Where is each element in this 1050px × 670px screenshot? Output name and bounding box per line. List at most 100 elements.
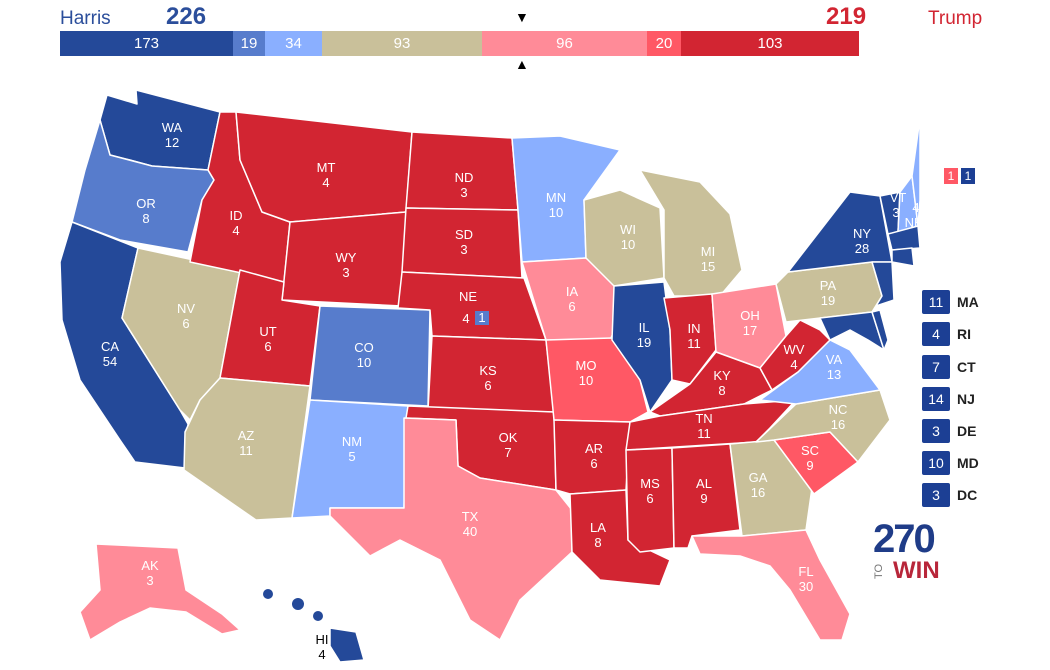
us-electoral-map: WA 12 OR 8 CA 54 NV 6 ID 4 MT 4 WY 3 UT … [59,89,920,663]
label-wy-ev: 3 [342,265,349,280]
state-wv[interactable] [759,319,831,391]
label-ga-abbr: GA [749,470,768,485]
label-ar-ev: 6 [590,456,597,471]
hawaii-island[interactable] [313,611,323,621]
label-wi-ev: 10 [621,237,635,252]
label-nc-ev: 16 [831,417,845,432]
label-or-abbr: OR [136,196,156,211]
state-ms[interactable] [625,447,675,553]
logo-to: TO [873,563,885,579]
state-az[interactable] [183,377,311,521]
ne-ev-box: 3 [922,483,950,507]
label-ne-ev: 4 [462,311,469,326]
label-id-ev: 4 [232,223,239,238]
label-tn-abbr: TN [695,411,712,426]
270-marker-bottom-icon: ▲ [515,56,529,72]
state-hi[interactable] [329,627,365,663]
ne-ev-box: 14 [922,387,950,411]
ne-row-nj[interactable]: 14 NJ [922,387,975,411]
bar-safe-dem[interactable]: 173 [60,31,233,56]
ne-abbr: MD [957,455,979,471]
label-in-abbr: IN [688,321,701,336]
ne-row-dc[interactable]: 3 DC [922,483,977,507]
state-nj[interactable] [871,261,895,307]
label-wi-abbr: WI [620,222,636,237]
ne-row-ri[interactable]: 4 RI [922,322,971,346]
label-mo-abbr: MO [576,358,597,373]
label-ms-ev: 6 [646,491,653,506]
label-nv-ev: 6 [182,316,189,331]
label-oh-ev: 17 [743,323,757,338]
electoral-vote-bar: 173 19 34 93 96 20 103 [60,31,986,56]
trump-ev-total: 219 [826,3,867,30]
label-or-ev: 8 [142,211,149,226]
label-wv-ev: 4 [790,357,797,372]
label-ny-ev: 28 [855,241,869,256]
label-hi-abbr: HI [316,632,329,647]
label-ga-ev: 16 [751,485,765,500]
me-district-box-2[interactable]: 1 [961,168,975,184]
bar-lean-dem[interactable]: 34 [265,31,322,56]
270-marker-top-icon: ▼ [515,9,529,25]
270towin-logo[interactable]: 270 TO WIN [873,517,943,584]
ne-district-box[interactable] [475,311,489,325]
label-ut-abbr: UT [259,324,276,339]
label-fl-abbr: FL [798,564,813,579]
harris-ev-total: 226 [166,3,207,30]
logo-win: WIN [893,557,940,584]
bar-likely-dem[interactable]: 19 [233,31,265,56]
label-ks-abbr: KS [479,363,497,378]
ne-row-ma[interactable]: 11 MA [922,290,979,314]
label-tn-ev: 11 [697,426,711,441]
label-la-ev: 8 [594,535,601,550]
state-fl[interactable] [691,529,851,641]
label-in-ev: 11 [687,336,701,351]
ne-ev-box: 4 [922,322,950,346]
label-wa-ev: 12 [165,135,179,150]
me-district-box-1[interactable]: 1 [944,168,958,184]
state-ny[interactable] [787,191,893,273]
state-de[interactable] [871,309,889,351]
label-ne-abbr: NE [459,289,477,304]
label-az-ev: 11 [239,443,253,458]
label-tx-abbr: TX [462,509,479,524]
ne-abbr: NJ [957,391,975,407]
state-ct[interactable] [891,247,915,267]
label-oh-abbr: OH [740,308,760,323]
label-wa-abbr: WA [162,120,183,135]
state-ma[interactable] [887,225,920,251]
label-ut-ev: 6 [264,339,271,354]
label-nm-ev: 5 [348,449,355,464]
hawaii-island[interactable] [263,589,273,599]
ne-row-md[interactable]: 10 MD [922,451,979,475]
label-vt-abbr: VT [890,190,907,205]
state-ak[interactable] [79,543,241,641]
label-sc-ev: 9 [806,458,813,473]
ne-row-de[interactable]: 3 DE [922,419,976,443]
label-mi-ev: 15 [701,259,715,274]
label-ks-ev: 6 [484,378,491,393]
bar-safe-rep[interactable]: 103 [681,31,859,56]
label-co-abbr: CO [354,340,374,355]
label-nh-ev: 4 [912,200,919,215]
label-nm-abbr: NM [342,434,362,449]
label-ok-abbr: OK [499,430,518,445]
bar-likely-rep[interactable]: 20 [647,31,681,56]
label-mn-abbr: MN [546,190,566,205]
state-tx[interactable] [329,417,573,641]
label-mt-abbr: MT [317,160,336,175]
bar-lean-rep[interactable]: 96 [482,31,647,56]
hawaii-island[interactable] [292,598,304,610]
label-ak-ev: 3 [146,573,153,588]
harris-name: Harris [60,8,111,29]
label-ms-abbr: MS [640,476,660,491]
bar-tossup[interactable]: 93 [322,31,482,56]
ne-abbr: DE [957,423,977,439]
label-pa-abbr: PA [820,278,837,293]
label-mn-ev: 10 [549,205,563,220]
state-il[interactable] [611,281,673,413]
ne-row-ct[interactable]: 7 CT [922,355,976,379]
label-ca-ev: 54 [103,354,117,369]
state-me[interactable] [911,117,920,227]
label-nd-ev: 3 [460,185,467,200]
